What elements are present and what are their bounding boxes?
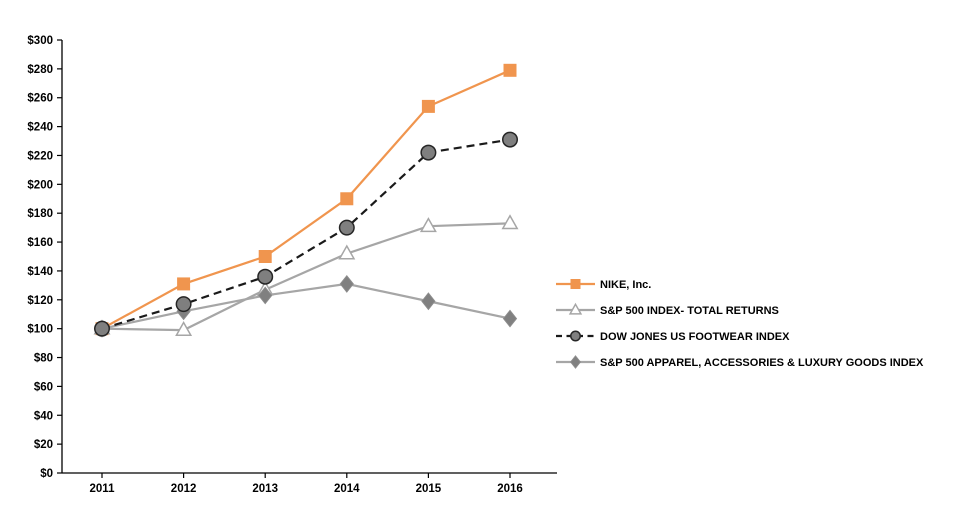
- series-sp500-total-returns-line: [101, 222, 511, 332]
- x-tick-label: 2012: [171, 483, 197, 495]
- legend: NIKE, Inc. S&P 500 INDEX- TOTAL RETURNS DO…: [556, 279, 924, 369]
- y-tick-label: $60: [34, 381, 53, 393]
- x-tick-label: 2011: [90, 483, 116, 495]
- y-tick-label: $120: [27, 295, 53, 307]
- series-sp500-apparel-marker: [421, 292, 436, 311]
- legend-marker-dow-jones-us-footwear: [570, 330, 581, 342]
- legend-item-nike: NIKE, Inc.: [556, 279, 651, 291]
- series-dow-jones-us-footwear-marker: [338, 219, 355, 236]
- y-tick-label: $80: [34, 353, 53, 365]
- y-tick-label: $240: [27, 122, 53, 134]
- legend-label-dow-jones-us-footwear: DOW JONES US FOOTWEAR INDEX: [600, 331, 790, 343]
- series-nike-marker: [258, 250, 272, 263]
- legend-label-sp500-apparel: S&P 500 APPAREL, ACCESSORIES & LUXURY GO…: [600, 357, 924, 369]
- y-tick-label: $100: [27, 324, 53, 336]
- legend-label-nike: NIKE, Inc.: [600, 279, 651, 291]
- series-nike-line: [101, 69, 511, 330]
- legend-item-sp500-apparel: S&P 500 APPAREL, ACCESSORIES & LUXURY GO…: [556, 355, 924, 369]
- series-nike-marker: [177, 277, 191, 291]
- series-nike-marker: [503, 63, 517, 77]
- series-sp500-total-returns-marker: [175, 320, 193, 337]
- y-tick-label: $260: [27, 93, 53, 105]
- series-sp500-apparel-marker: [502, 309, 518, 328]
- y-tick-label: $0: [40, 468, 53, 480]
- y-tick-label: $220: [27, 150, 53, 162]
- y-tick-label: $20: [34, 439, 53, 451]
- series-sp500-apparel: [94, 274, 518, 338]
- series-dow-jones-us-footwear-marker: [502, 131, 518, 148]
- series-nike-marker: [421, 99, 435, 113]
- y-tick-label: $160: [27, 237, 53, 249]
- axes: $0 $20 $40 $60 $80 $100 $120 $140 $160 $180 $200 $2…: [27, 35, 557, 495]
- series-sp500-apparel-marker: [339, 274, 354, 293]
- y-tick-label: $40: [34, 410, 53, 422]
- y-tick-label: $300: [27, 35, 53, 47]
- series-dow-jones-us-footwear-marker: [420, 144, 437, 161]
- x-tick-label: 2016: [497, 483, 523, 495]
- series-sp500-total-returns-marker: [501, 214, 519, 230]
- legend-marker-sp500-total-returns: [568, 302, 583, 315]
- series-dow-jones-us-footwear-marker: [175, 296, 192, 313]
- series-nike-marker: [340, 192, 354, 206]
- series-nike: [95, 63, 517, 336]
- y-tick-label: $200: [27, 179, 53, 191]
- series-dow-jones-us-footwear-line: [101, 138, 511, 330]
- series-dow-jones-us-footwear-marker: [257, 268, 274, 285]
- series-sp500-apparel-line: [101, 282, 511, 330]
- legend-item-dow-jones-us-footwear: DOW JONES US FOOTWEAR INDEX: [556, 330, 790, 343]
- series-sp500-apparel-marker: [258, 286, 273, 305]
- legend-marker-sp500-apparel: [570, 355, 581, 369]
- y-tick-label: $280: [27, 64, 53, 76]
- y-tick-label: $140: [27, 266, 53, 278]
- series-sp500-total-returns-marker: [419, 217, 437, 233]
- series-dow-jones-us-footwear-marker: [94, 320, 110, 337]
- y-tick-label: $180: [27, 208, 53, 220]
- x-tick-label: 2015: [416, 483, 442, 495]
- x-tick-label: 2013: [252, 483, 278, 495]
- series-sp500-total-returns-marker: [338, 244, 356, 260]
- legend-marker-nike: [570, 279, 581, 289]
- legend-label-sp500-total-returns: S&P 500 INDEX- TOTAL RETURNS: [600, 305, 779, 317]
- series-dow-jones-us-footwear: [94, 131, 518, 337]
- legend-item-sp500-total-returns: S&P 500 INDEX- TOTAL RETURNS: [556, 302, 779, 317]
- x-tick-label: 2014: [334, 483, 360, 495]
